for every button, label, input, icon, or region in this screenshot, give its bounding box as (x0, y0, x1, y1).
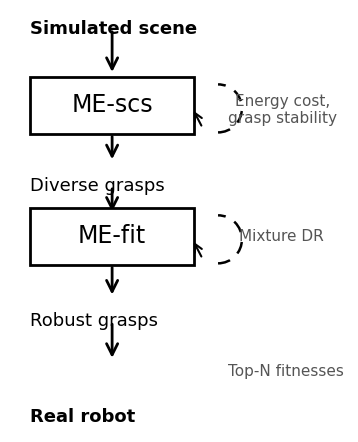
Text: Energy cost,
grasp stability: Energy cost, grasp stability (228, 94, 338, 126)
Text: ME-scs: ME-scs (71, 93, 153, 117)
FancyBboxPatch shape (30, 208, 194, 265)
Text: Simulated scene: Simulated scene (30, 20, 197, 38)
FancyBboxPatch shape (30, 77, 194, 134)
Text: Top-N fitnesses: Top-N fitnesses (228, 364, 344, 379)
Text: Diverse grasps: Diverse grasps (30, 177, 165, 195)
Text: ME-fit: ME-fit (78, 224, 146, 248)
Text: Robust grasps: Robust grasps (30, 312, 158, 330)
Text: Real robot: Real robot (30, 408, 135, 426)
Text: Mixture DR: Mixture DR (239, 229, 324, 244)
